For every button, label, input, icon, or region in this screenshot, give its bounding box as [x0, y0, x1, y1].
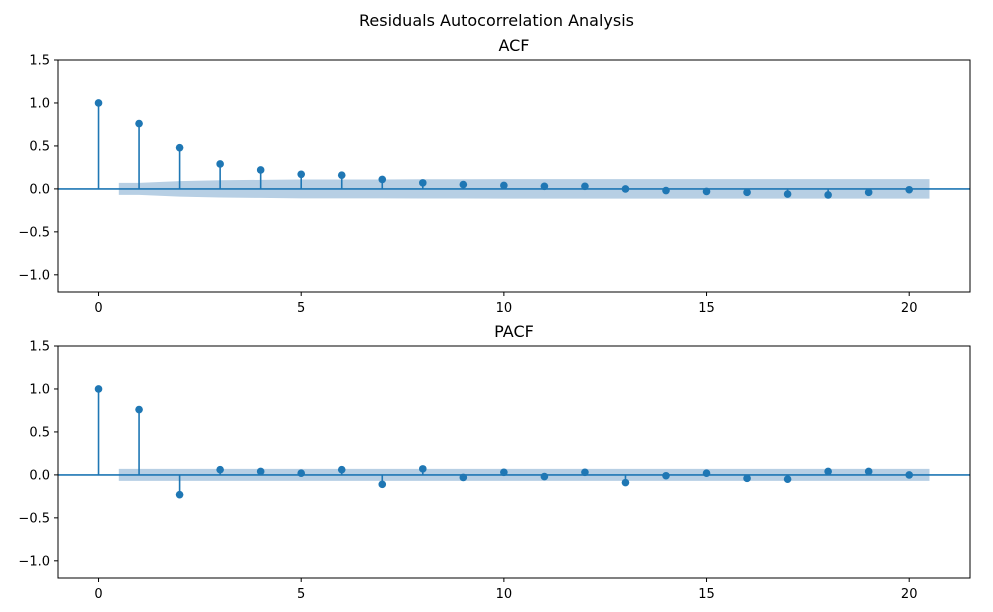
acf-point [864, 188, 873, 197]
pacf-x-tick-label: 20 [901, 587, 918, 602]
pacf-title: PACF [494, 322, 534, 341]
acf-point [824, 191, 832, 199]
pacf-y-tick-label: −0.5 [18, 511, 50, 526]
pacf-y-tick-label: 0.0 [29, 468, 50, 483]
pacf-panel: PACF 0 5 10 15 20 1.5 1.0 0.5 0.0 −0.5 −1.0 [18, 322, 971, 602]
acf-point [500, 181, 508, 190]
acf-axes-frame [57, 59, 971, 293]
acf-point [378, 175, 387, 184]
pacf-y-tick-label: 1.0 [29, 382, 50, 397]
pacf-point [419, 465, 427, 473]
pacf-point [216, 465, 224, 474]
pacf-point [94, 385, 103, 393]
acf-point [419, 179, 427, 187]
acf-x-tick-label: 5 [297, 301, 305, 316]
acf-panel: ACF 0 5 10 15 20 1.5 1.0 0.5 0.0 −0.5 −1.0 [18, 36, 971, 316]
pacf-point [540, 472, 549, 481]
pacf-point [621, 478, 630, 487]
figure-suptitle: Residuals Autocorrelation Analysis [359, 11, 634, 30]
pacf-y-tick-label: −1.0 [18, 554, 50, 569]
acf-point [783, 190, 792, 198]
acf-point [702, 187, 711, 196]
pacf-point [256, 467, 265, 476]
acf-y-tick-label: −0.5 [18, 225, 50, 240]
acf-y-tick-label: −1.0 [18, 268, 50, 283]
acf-point [621, 185, 630, 193]
acf-point [94, 99, 103, 107]
acf-point [540, 182, 549, 191]
acf-point [743, 188, 751, 197]
pacf-point [581, 468, 589, 477]
pacf-x-tick-label: 0 [94, 587, 102, 602]
pacf-point [459, 473, 468, 482]
acf-point [581, 182, 589, 191]
pacf-point [662, 471, 670, 480]
acf-point [216, 160, 224, 168]
acf-point [662, 186, 670, 195]
pacf-y-tick-label: 1.5 [29, 340, 50, 355]
pacf-point [702, 469, 711, 477]
pacf-point [500, 468, 508, 477]
acf-x-tick-label: 15 [698, 301, 715, 316]
pacf-axes-frame [57, 345, 971, 579]
pacf-point [297, 469, 306, 477]
pacf-x-tick-label: 15 [698, 587, 715, 602]
acf-x-tick-label: 0 [94, 301, 102, 316]
acf-y-tick-label: 1.0 [29, 96, 50, 111]
acf-y-tick-label: 1.5 [29, 54, 50, 69]
pacf-y-tick-label: 0.5 [29, 425, 50, 440]
acf-point [175, 143, 184, 152]
acf-x-tick-label: 10 [496, 301, 513, 316]
acf-y-tick-label: 0.5 [29, 139, 50, 154]
acf-point [337, 171, 346, 179]
pacf-x-tick-label: 5 [297, 587, 305, 602]
pacf-point [337, 465, 346, 474]
pacf-point [783, 475, 792, 483]
acf-title: ACF [498, 36, 529, 55]
acf-point [297, 170, 306, 179]
pacf-point [864, 467, 873, 476]
pacf-x-tick-label: 10 [496, 587, 513, 602]
pacf-point [905, 471, 913, 479]
acf-y-tick-label: 0.0 [29, 182, 50, 197]
pacf-point [175, 490, 184, 499]
acf-point [459, 180, 468, 189]
acf-x-tick-label: 20 [901, 301, 918, 316]
acf-point [905, 185, 913, 194]
acf-point [135, 119, 143, 128]
pacf-point [135, 405, 143, 414]
pacf-point [743, 474, 751, 483]
acf-point [256, 166, 265, 174]
pacf-point [824, 467, 832, 476]
pacf-point [378, 480, 387, 489]
